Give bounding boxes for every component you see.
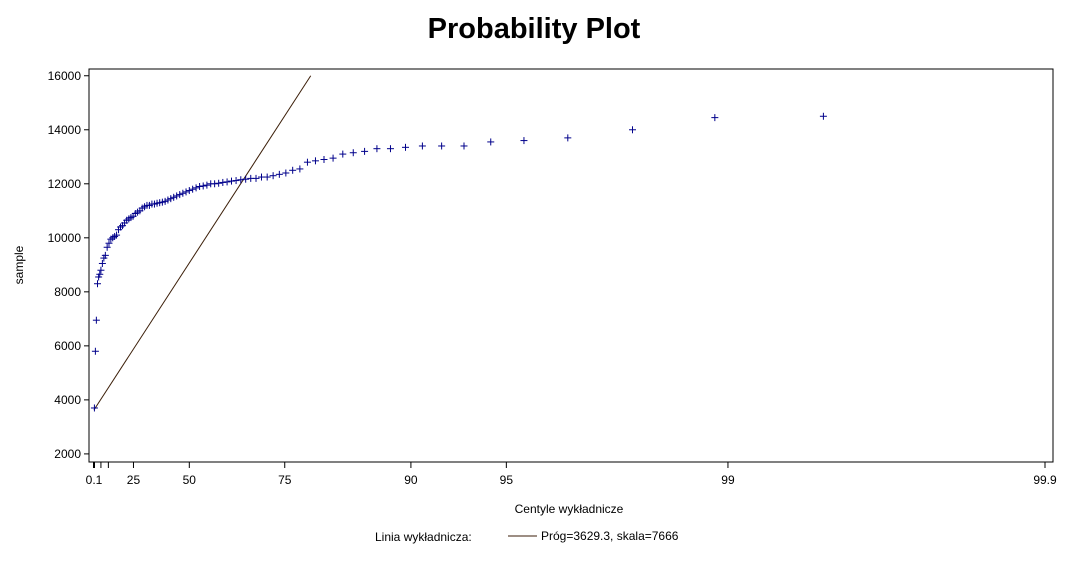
data-point — [189, 185, 197, 193]
data-point — [711, 114, 719, 122]
x-tick-label: 99.9 — [1033, 473, 1057, 487]
data-point — [361, 147, 369, 155]
data-point — [269, 172, 277, 180]
x-tick-label: 90 — [404, 473, 418, 487]
data-point — [311, 157, 319, 165]
data-point — [487, 138, 495, 146]
x-tick-label: 0.1 — [86, 473, 103, 487]
data-point — [349, 149, 357, 157]
data-point — [232, 177, 240, 185]
data-point — [373, 145, 381, 153]
legend-entry-label: Próg=3629.3, skala=7666 — [541, 529, 679, 543]
data-point — [219, 178, 227, 186]
y-tick-label: 6000 — [54, 339, 81, 353]
plot-frame — [88, 68, 1054, 463]
y-tick-label: 2000 — [54, 447, 81, 461]
y-axis-label: sample — [12, 245, 26, 284]
data-point — [275, 170, 283, 178]
data-point — [96, 270, 104, 278]
data-point — [215, 179, 223, 187]
y-tick-label: 12000 — [48, 177, 82, 191]
x-axis: 0.1 25 50 75 90 95 99 99.9 — [86, 462, 1057, 487]
data-points — [90, 112, 827, 412]
data-point — [303, 158, 311, 166]
data-point — [211, 180, 219, 188]
data-point — [386, 145, 394, 153]
data-point — [289, 166, 297, 174]
data-point — [98, 259, 106, 267]
data-point — [91, 347, 99, 355]
chart-title: Probability Plot — [428, 13, 641, 45]
data-point — [90, 404, 98, 412]
data-point — [164, 196, 172, 204]
y-tick-label: 8000 — [54, 285, 81, 299]
data-point — [296, 165, 304, 173]
data-point — [223, 178, 231, 186]
data-point — [819, 112, 827, 120]
data-point — [320, 155, 328, 163]
data-point — [182, 188, 190, 196]
y-tick-label: 16000 — [48, 69, 82, 83]
legend-title: Linia wykładnicza: — [375, 530, 472, 544]
data-point — [179, 189, 187, 197]
data-point — [93, 280, 101, 288]
x-tick-label: 99 — [721, 473, 735, 487]
data-point — [237, 176, 245, 184]
data-point — [438, 142, 446, 150]
exponential-fit-line — [93, 75, 312, 411]
data-point — [402, 143, 410, 151]
data-point — [418, 142, 426, 150]
data-point — [97, 266, 105, 274]
data-point — [192, 184, 200, 192]
x-tick-label: 95 — [500, 473, 514, 487]
data-point — [167, 195, 175, 203]
data-point — [629, 126, 637, 134]
data-point — [105, 239, 113, 247]
data-point — [339, 150, 347, 158]
data-point — [564, 134, 572, 142]
data-point — [228, 177, 236, 185]
data-point — [329, 154, 337, 162]
data-point — [252, 174, 260, 182]
data-point — [103, 243, 111, 251]
data-point — [173, 192, 181, 200]
data-point — [263, 173, 271, 181]
data-point — [92, 316, 100, 324]
data-point — [460, 142, 468, 150]
legend: Linia wykładnicza: Próg=3629.3, skala=76… — [375, 529, 679, 544]
data-point — [282, 169, 290, 177]
data-point — [176, 191, 184, 199]
data-point — [520, 137, 528, 145]
y-axis: 2000 4000 6000 8000 10000 12000 14000 16000 — [48, 69, 89, 461]
y-tick-label: 10000 — [48, 231, 82, 245]
data-point — [242, 175, 250, 183]
data-point — [170, 193, 178, 201]
data-point — [101, 251, 109, 259]
x-tick-label: 25 — [127, 473, 141, 487]
data-point — [196, 182, 204, 190]
x-tick-label: 75 — [278, 473, 292, 487]
data-point — [203, 181, 211, 189]
data-point — [185, 187, 193, 195]
data-point — [199, 182, 207, 190]
x-tick-label: 50 — [183, 473, 197, 487]
x-axis-label: Centyle wykładnicze — [515, 502, 624, 516]
y-tick-label: 14000 — [48, 123, 82, 137]
data-point — [113, 231, 121, 239]
y-tick-label: 4000 — [54, 393, 81, 407]
